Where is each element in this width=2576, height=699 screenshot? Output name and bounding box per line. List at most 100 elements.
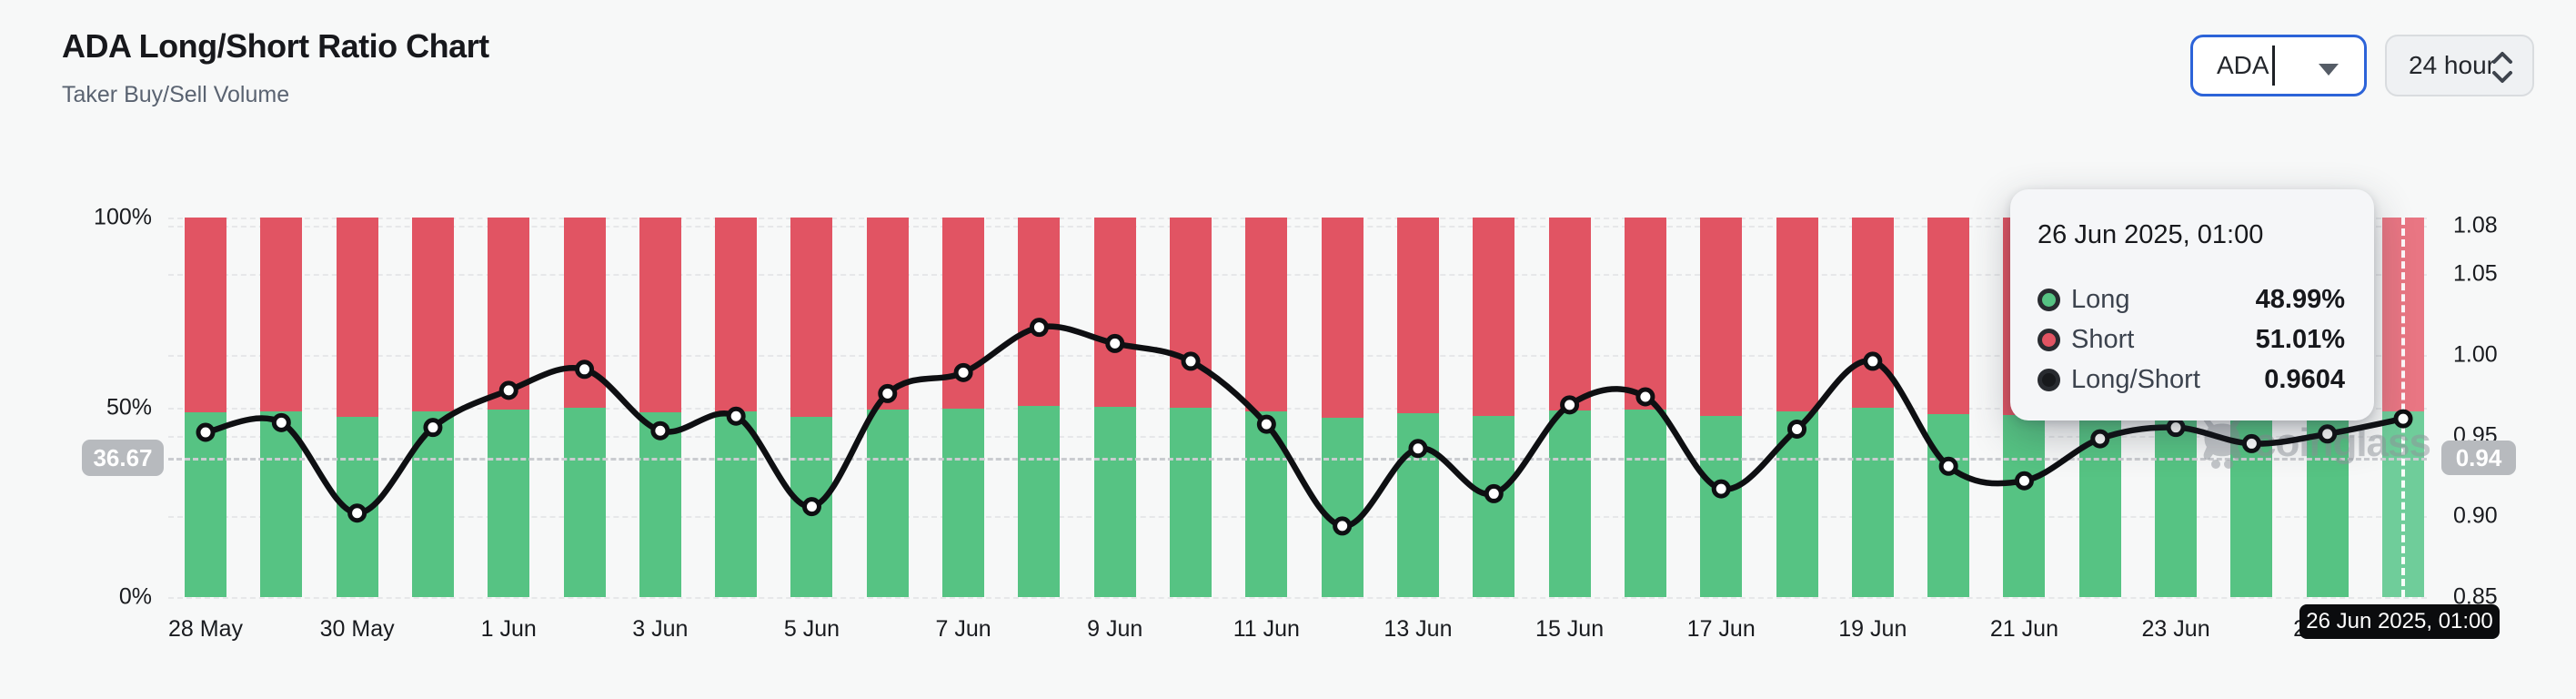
ratio-point[interactable]	[2090, 429, 2110, 449]
gridline	[168, 218, 2427, 219]
right-axis-tick: 0.90	[2453, 502, 2498, 529]
ratio-point[interactable]	[2393, 409, 2413, 429]
bar-long[interactable]	[866, 410, 909, 597]
bar-long[interactable]	[488, 409, 530, 597]
x-axis-tick: 7 Jun	[935, 616, 991, 642]
bar-long[interactable]	[1473, 415, 1515, 597]
gridline	[168, 274, 2427, 276]
bar-long[interactable]	[2155, 411, 2198, 597]
bar-short[interactable]	[1700, 218, 1743, 416]
ratio-point[interactable]	[1787, 419, 1807, 439]
ratio-point[interactable]	[1711, 479, 1731, 499]
ratio-point[interactable]	[271, 412, 291, 432]
tooltip-series-value: 51.01%	[2255, 324, 2345, 354]
ratio-point[interactable]	[953, 362, 973, 382]
x-axis-tick: 13 Jun	[1384, 616, 1453, 642]
ratio-point[interactable]	[423, 418, 443, 438]
ratio-point[interactable]	[726, 406, 746, 426]
chart-tooltip: 26 Jun 2025, 01:00 Long 48.99% Short 51.01%…	[2010, 189, 2374, 420]
ratio-point[interactable]	[1105, 333, 1125, 353]
tooltip-series-value: 0.9604	[2264, 364, 2345, 394]
bar-short[interactable]	[866, 218, 909, 410]
ratio-point[interactable]	[650, 420, 670, 441]
ratio-point[interactable]	[1256, 414, 1276, 434]
tooltip-date: 26 Jun 2025, 01:00	[2038, 220, 2264, 249]
ratio-point[interactable]	[1560, 395, 1580, 415]
bar-long[interactable]	[1548, 410, 1591, 597]
ratio-point[interactable]	[2014, 471, 2034, 491]
bar-short[interactable]	[1018, 218, 1061, 406]
bar-long[interactable]	[1927, 413, 1970, 597]
ratio-point[interactable]	[1863, 351, 1883, 371]
bar-long[interactable]	[1093, 406, 1136, 597]
bar-short[interactable]	[411, 218, 454, 412]
bar-short[interactable]	[185, 218, 226, 412]
bar-long[interactable]	[2003, 414, 2046, 597]
text-cursor	[2271, 46, 2275, 86]
bar-long[interactable]	[1700, 415, 1743, 597]
bar-short[interactable]	[1624, 218, 1666, 410]
ratio-point[interactable]	[801, 497, 821, 517]
ratio-point[interactable]	[498, 380, 518, 400]
bar-short[interactable]	[790, 218, 833, 417]
bar-short[interactable]	[1093, 218, 1136, 407]
interval-select-value: 24 hour	[2409, 51, 2495, 79]
ratio-point[interactable]	[1938, 456, 1958, 476]
interval-select[interactable]: 24 hour	[2385, 35, 2534, 96]
ratio-point[interactable]	[575, 360, 595, 380]
right-axis-tick: 1.00	[2453, 341, 2498, 368]
ratio-point[interactable]	[2166, 418, 2186, 438]
ratio-point[interactable]	[347, 503, 367, 523]
ratio-point[interactable]	[1333, 516, 1353, 536]
bar-short[interactable]	[715, 218, 758, 411]
ratio-point[interactable]	[1408, 439, 1428, 459]
bar-long[interactable]	[1624, 410, 1666, 597]
bar-short[interactable]	[260, 218, 303, 411]
x-axis-tick: 23 Jun	[2141, 616, 2210, 642]
symbol-select[interactable]: ADA	[2190, 35, 2367, 96]
ratio-point[interactable]	[2241, 433, 2261, 453]
bar-long[interactable]	[1321, 418, 1363, 597]
bar-long[interactable]	[639, 411, 681, 597]
bar-short[interactable]	[1548, 218, 1591, 410]
ratio-point[interactable]	[1181, 351, 1201, 371]
bar-long[interactable]	[1018, 405, 1061, 597]
spinner-up-down-icon	[2492, 52, 2512, 83]
ratio-point[interactable]	[196, 422, 216, 442]
crosshair-vertical	[2401, 218, 2405, 597]
bar-long[interactable]	[942, 408, 985, 597]
bar-short[interactable]	[639, 218, 681, 412]
right-axis-tick: 1.05	[2453, 260, 2498, 287]
tooltip-series-label: Long/Short	[2071, 364, 2200, 394]
ratio-point[interactable]	[1484, 483, 1504, 503]
bar-long[interactable]	[260, 410, 303, 597]
crosshair-right-value-badge: 0.94	[2441, 441, 2516, 476]
tooltip-row: Short 51.01%	[2038, 319, 2345, 360]
bar-short[interactable]	[1396, 218, 1439, 413]
page-title: ADA Long/Short Ratio Chart	[62, 27, 489, 65]
bar-long[interactable]	[185, 411, 226, 597]
bar-short[interactable]	[1245, 218, 1288, 412]
bar-short[interactable]	[1170, 218, 1213, 408]
ratio-point[interactable]	[2318, 424, 2338, 444]
ratio-point[interactable]	[1635, 387, 1655, 407]
bar-short[interactable]	[1927, 218, 1970, 414]
bar-short[interactable]	[336, 218, 378, 418]
bar-short[interactable]	[488, 218, 530, 410]
right-axis-tick: 1.08	[2453, 212, 2498, 238]
x-axis-tick: 5 Jun	[783, 616, 840, 642]
bar-long[interactable]	[1170, 407, 1213, 597]
x-axis-tick: 1 Jun	[480, 616, 537, 642]
tooltip-series-label: Short	[2071, 324, 2135, 354]
crosshair-horizontal	[168, 458, 2427, 461]
bar-long[interactable]	[563, 408, 606, 597]
bar-long[interactable]	[1851, 407, 1894, 597]
x-axis-tick: 30 May	[319, 616, 395, 642]
bar-short[interactable]	[1473, 218, 1515, 416]
bar-short[interactable]	[1851, 218, 1894, 408]
bar-short[interactable]	[1321, 218, 1363, 419]
ratio-point[interactable]	[878, 383, 898, 403]
ratio-point[interactable]	[1029, 318, 1049, 338]
bar-short[interactable]	[1776, 218, 1818, 412]
bar-long[interactable]	[715, 410, 758, 597]
